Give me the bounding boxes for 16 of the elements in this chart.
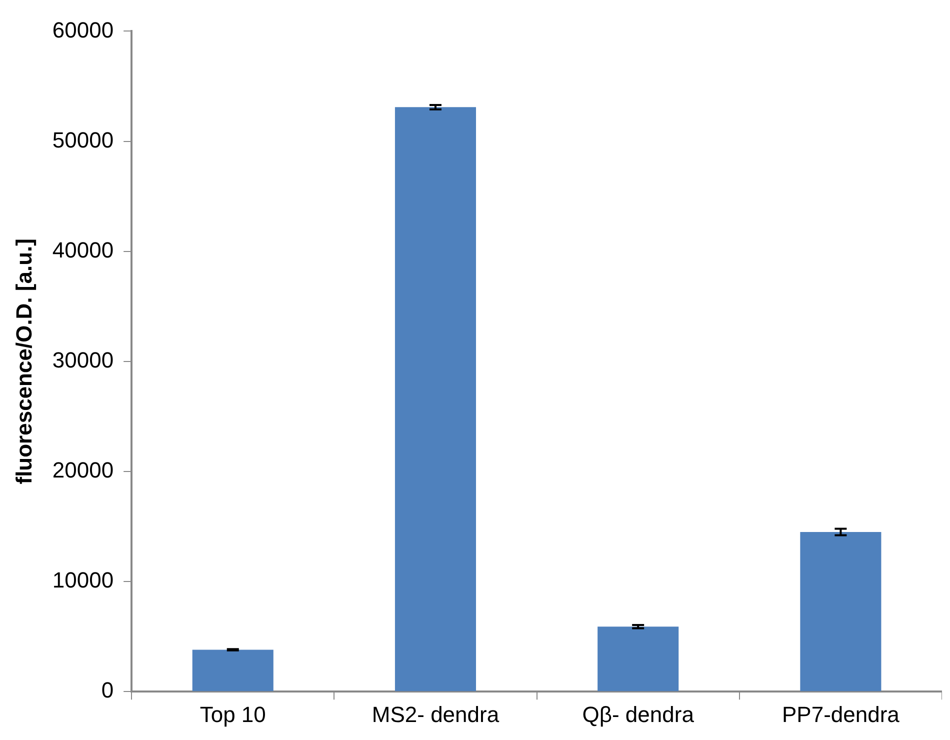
y-tick-label: 10000 <box>52 568 114 593</box>
y-tick-label: 30000 <box>52 347 114 372</box>
x-tick-label: Qβ- dendra <box>582 702 695 727</box>
bar <box>394 107 476 692</box>
y-tick-label: 0 <box>101 678 114 703</box>
x-tick-label: Top 10 <box>200 702 266 727</box>
bar <box>598 626 679 692</box>
y-tick-label: 60000 <box>52 17 114 42</box>
x-tick-label: PP7-dendra <box>782 702 900 727</box>
y-tick-label: 20000 <box>52 458 114 483</box>
x-tick-label: MS2- dendra <box>372 702 500 727</box>
bar <box>192 650 274 692</box>
y-tick-label: 50000 <box>52 127 114 152</box>
y-axis-title: fluorescence/O.D. [a.u.] <box>11 238 36 484</box>
bar <box>800 532 882 692</box>
y-tick-label: 40000 <box>52 237 114 262</box>
